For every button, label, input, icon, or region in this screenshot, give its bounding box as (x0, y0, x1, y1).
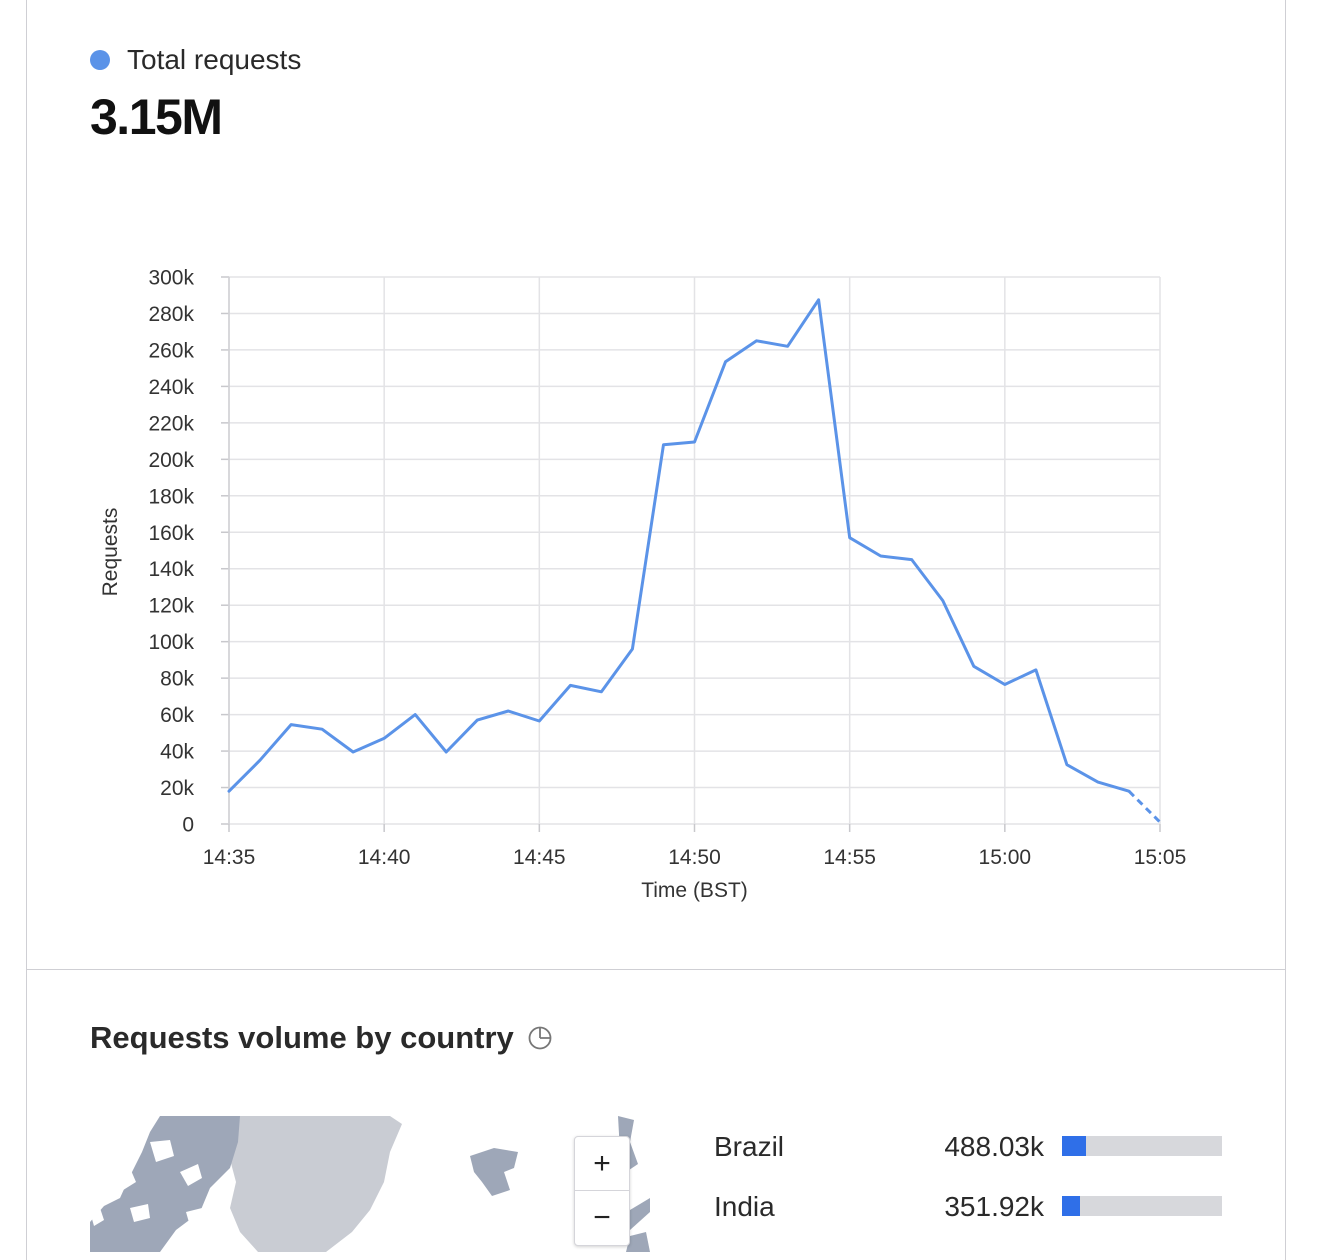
y-tick-label: 120k (148, 595, 194, 618)
country-section-header: Requests volume by country (90, 1020, 553, 1056)
y-axis-title: Requests (99, 508, 122, 597)
y-tick-label: 300k (148, 267, 194, 290)
y-tick-label: 220k (148, 412, 194, 435)
x-axis-title: Time (BST) (641, 879, 748, 902)
y-tick-label: 180k (148, 485, 194, 508)
country-row[interactable]: India 351.92k (714, 1188, 1224, 1248)
x-tick-label: 14:55 (823, 846, 876, 869)
country-row[interactable]: Brazil 488.03k (714, 1128, 1224, 1188)
map-zoom-control: + − (574, 1136, 630, 1246)
country-name: Brazil (714, 1128, 784, 1166)
y-tick-label: 60k (160, 704, 194, 727)
y-tick-label: 280k (148, 303, 194, 326)
country-value: 351.92k (944, 1188, 1044, 1226)
pie-chart-icon[interactable] (527, 1025, 553, 1051)
country-list: Brazil 488.03k India 351.92k (714, 1128, 1224, 1248)
y-tick-label: 100k (148, 631, 194, 654)
x-tick-label: 14:40 (358, 846, 411, 869)
world-map[interactable] (90, 1112, 650, 1252)
x-tick-label: 14:50 (668, 846, 721, 869)
country-section-title: Requests volume by country (90, 1020, 514, 1056)
zoom-out-button[interactable]: − (575, 1191, 629, 1244)
country-volume-bar (1062, 1136, 1222, 1156)
x-tick-label: 14:45 (513, 846, 566, 869)
y-tick-label: 240k (148, 376, 194, 399)
section-divider (26, 969, 1286, 970)
x-tick-label: 14:35 (203, 846, 256, 869)
series-line-partial (1129, 791, 1160, 822)
y-axis-ticks: 0 20k 40k 60k 80k 100k 120k 140k 160k 180k 200k 220… (148, 267, 194, 837)
country-volume-bar-fill (1062, 1136, 1086, 1156)
country-value: 488.03k (944, 1128, 1044, 1166)
y-tick-label: 200k (148, 449, 194, 472)
x-tick-label: 15:05 (1134, 846, 1187, 869)
y-tick-label: 40k (160, 741, 194, 764)
x-tick-label: 15:00 (979, 846, 1032, 869)
country-name: India (714, 1188, 775, 1226)
y-tick-label: 0 (182, 814, 194, 837)
requests-line-chart: 0 20k 40k 60k 80k 100k 120k 140k 160k 180k 200k 220… (0, 0, 1336, 960)
y-tick-label: 260k (148, 339, 194, 362)
country-volume-bar (1062, 1196, 1222, 1216)
country-volume-bar-fill (1062, 1196, 1080, 1216)
y-tick-label: 80k (160, 668, 194, 691)
y-tick-label: 140k (148, 558, 194, 581)
zoom-in-button[interactable]: + (575, 1137, 629, 1191)
series-line (229, 300, 1129, 791)
y-tick-label: 20k (160, 777, 194, 800)
x-axis-ticks: 14:35 14:40 14:45 14:50 14:55 15:00 15:05 (203, 846, 1187, 869)
y-tick-label: 160k (148, 522, 194, 545)
